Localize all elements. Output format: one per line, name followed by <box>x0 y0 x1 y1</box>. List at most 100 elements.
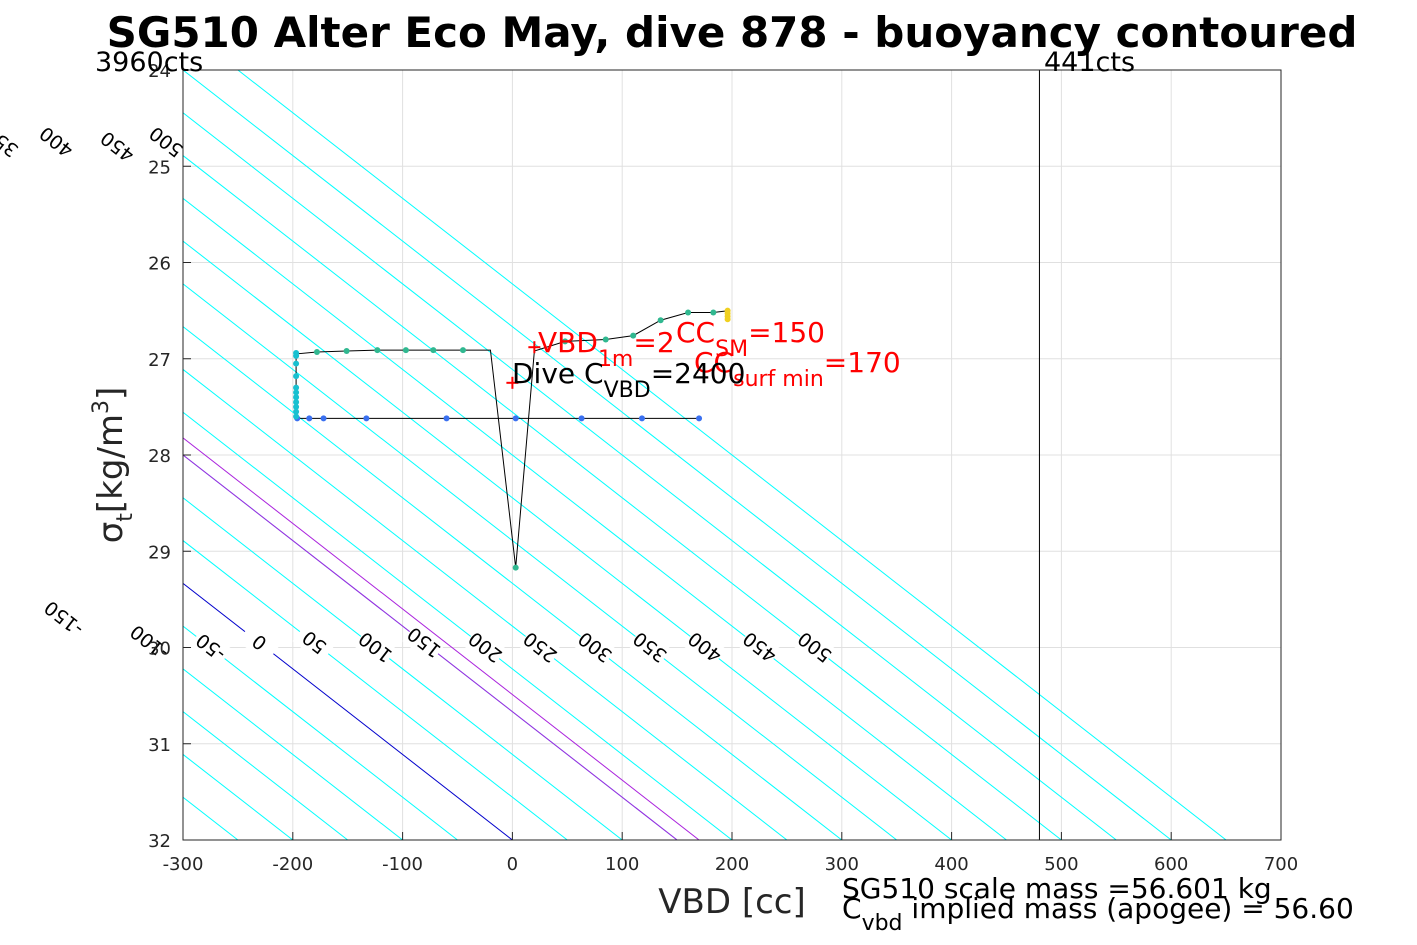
cc-surf-rest: =170 <box>824 346 901 379</box>
x-tick-label: 200 <box>715 854 749 875</box>
contour-label-bg <box>737 626 782 669</box>
contour-line <box>183 368 788 840</box>
data-point <box>293 349 300 356</box>
implied-mass-sub: vbd <box>862 911 903 936</box>
y-axis-label-sup: 3 <box>89 400 114 414</box>
data-point <box>402 347 409 354</box>
cc-surf-min-annotation: CCsurf min=170 <box>694 346 901 392</box>
contour-label-bg <box>628 626 672 669</box>
x-axis-label: VBD [cc] <box>658 882 806 922</box>
contour-label-bg <box>292 622 336 664</box>
data-point <box>293 408 300 415</box>
contour-label-bg <box>402 622 446 664</box>
y-tick-label: 32 <box>148 831 171 852</box>
dive-rest: =2400 <box>651 357 746 390</box>
data-point <box>343 348 350 355</box>
y-tick-label: 24 <box>148 61 171 82</box>
data-point <box>293 403 300 410</box>
y-tick-label: 30 <box>148 639 171 660</box>
data-point <box>657 317 664 324</box>
dive-track <box>295 310 729 568</box>
contour-label-bg <box>463 626 507 669</box>
implied-mass-note: Cvbd implied mass (apogee) = 56.60 <box>842 892 1354 936</box>
data-point <box>293 399 300 406</box>
data-point <box>696 415 703 422</box>
y-axis-label-close: ] <box>91 387 131 400</box>
y-tick-label: 28 <box>148 446 171 467</box>
data-point <box>602 336 609 343</box>
data-point <box>512 564 519 571</box>
contour-line <box>183 497 623 840</box>
y-axis-ticks: 24 25 26 27 28 29 30 31 32 <box>148 61 191 852</box>
data-point <box>459 347 466 354</box>
contour-label-bg <box>0 121 23 163</box>
cc-surf-sub: surf min <box>733 367 824 392</box>
buoyancy-contours <box>183 70 1227 840</box>
cc-surf-label: CC <box>694 346 733 379</box>
contour-label-bg <box>353 626 397 669</box>
data-point <box>562 338 569 345</box>
data-point <box>443 415 450 422</box>
y-tick-label: 27 <box>148 350 171 371</box>
data-point <box>293 360 300 367</box>
cc-sm-annotation: CCSM=150 <box>676 316 825 362</box>
data-point <box>685 309 692 316</box>
x-tick-label: 0 <box>507 854 518 875</box>
data-point <box>293 373 300 380</box>
markers <box>506 341 541 389</box>
scale-mass-note: SG510 scale mass =56.601 kg <box>842 872 1272 905</box>
implied-mass-c: C <box>842 892 862 925</box>
highlight-contour-line <box>183 454 678 840</box>
vbd-sub: 1m <box>598 347 633 372</box>
contour-line <box>237 70 1227 840</box>
x-tick-label: 400 <box>934 854 968 875</box>
contour-line <box>183 411 733 840</box>
contour-line <box>183 112 1117 840</box>
contour-line <box>183 197 1007 840</box>
data-point <box>430 347 437 354</box>
vbd-rest: =2 <box>633 326 674 359</box>
data-point <box>710 309 717 316</box>
contour-label-bg <box>144 121 188 163</box>
y-axis-label: σt[kg/m3] <box>89 387 138 544</box>
vbd-label: VBD <box>538 326 598 359</box>
dive-sub: VBD <box>604 378 651 403</box>
contour-line <box>183 539 568 840</box>
contour-line <box>183 283 898 840</box>
contour-line <box>183 240 952 840</box>
vbd-1m-annotation: VBD1m=2 <box>538 326 675 372</box>
x-tick-label: 100 <box>605 854 639 875</box>
contour-label-bg <box>792 626 836 669</box>
x-axis-ticks: -300 -200 -100 0 100 200 300 400 500 600 700 <box>163 832 1298 875</box>
data-point <box>293 384 300 391</box>
x-tick-label: 600 <box>1154 854 1188 875</box>
cc-sub: SM <box>715 337 748 362</box>
data-point <box>320 415 327 422</box>
y-axis-label-sub: t <box>113 513 138 522</box>
data-point <box>638 415 645 422</box>
y-tick-label: 25 <box>148 157 171 178</box>
contour-label-bg <box>682 626 727 669</box>
contour-label-bg <box>42 598 86 640</box>
data-point <box>363 415 370 422</box>
x-tick-label: -100 <box>382 854 423 875</box>
data-point <box>724 316 731 323</box>
data-point <box>512 415 519 422</box>
contour-label-bg <box>188 626 233 669</box>
y-axis-label-unit: [kg/m <box>91 414 131 513</box>
contour-label-bg <box>95 126 139 168</box>
highlight-contour-line <box>183 437 700 840</box>
y-tick-label: 29 <box>148 542 171 563</box>
contour-line <box>183 582 513 840</box>
cc-rest: =150 <box>748 316 825 349</box>
implied-mass-rest: implied mass (apogee) = 56.60 <box>903 892 1354 925</box>
data-point <box>293 389 300 396</box>
y-axis-label-sigma: σ <box>91 522 131 544</box>
data-point <box>306 415 313 422</box>
x-tick-label: 300 <box>825 854 859 875</box>
contour-label-bg <box>518 626 562 669</box>
contour-label-bg <box>237 622 281 664</box>
chart-title: SG510 Alter Eco May, dive 878 - buoyancy… <box>107 8 1358 57</box>
left-counts-label: 3960cts <box>95 47 203 78</box>
